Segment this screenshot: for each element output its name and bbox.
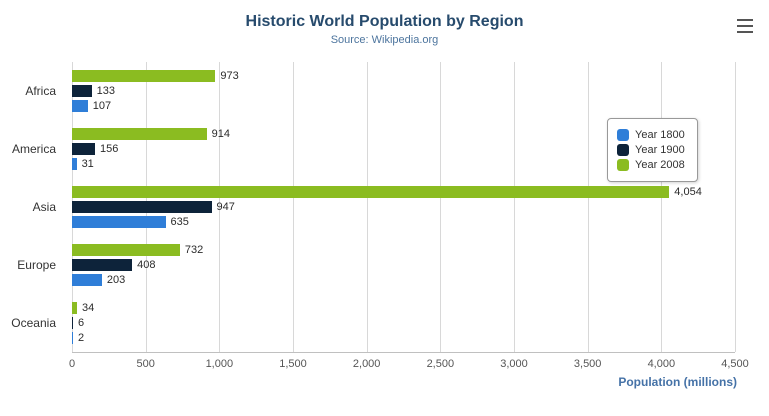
legend-item-year-1900[interactable]: Year 1900 bbox=[617, 144, 685, 156]
legend-label: Year 2008 bbox=[635, 159, 685, 171]
bar-value-label: 34 bbox=[82, 302, 95, 314]
gridline bbox=[293, 62, 294, 352]
x-axis-title: Population (millions) bbox=[618, 375, 737, 389]
legend-marker bbox=[617, 159, 629, 171]
legend-item-year-1800[interactable]: Year 1800 bbox=[617, 129, 685, 141]
legend-marker bbox=[617, 129, 629, 141]
x-tick-label: 4,000 bbox=[647, 358, 676, 370]
bar-year-1900-asia bbox=[72, 201, 212, 213]
x-tick-label: 500 bbox=[136, 358, 155, 370]
category-label: America bbox=[11, 142, 56, 156]
x-tick-label: 2,500 bbox=[426, 358, 455, 370]
bar-year-2008-asia bbox=[72, 186, 670, 198]
x-tick-label: 0 bbox=[68, 358, 76, 370]
bar-year-2008-america bbox=[72, 128, 207, 140]
x-tick-label: 4,500 bbox=[721, 358, 749, 370]
gridline bbox=[587, 62, 589, 352]
gridline bbox=[661, 62, 663, 352]
bar-value-label: 973 bbox=[220, 70, 239, 82]
gridline bbox=[366, 62, 368, 352]
bar-value-label: 408 bbox=[137, 259, 156, 271]
gridline bbox=[514, 62, 515, 352]
bar-value-label: 133 bbox=[96, 85, 115, 97]
chart-title: Historic World Population by Region bbox=[245, 13, 524, 30]
category-label: Asia bbox=[32, 200, 56, 214]
legend-label: Year 1800 bbox=[635, 129, 685, 141]
category-label: Africa bbox=[25, 84, 56, 98]
hamburger-icon bbox=[737, 19, 753, 21]
legend-item-year-2008[interactable]: Year 2008 bbox=[617, 159, 685, 171]
bar-year-1800-europe bbox=[72, 274, 102, 286]
bar-year-1800-oceania bbox=[72, 332, 73, 344]
legend-label: Year 1900 bbox=[635, 144, 685, 156]
bar-value-label: 6 bbox=[78, 317, 85, 329]
hamburger-menu-button[interactable] bbox=[735, 18, 755, 34]
x-tick-label: 1,000 bbox=[205, 358, 234, 370]
bar-year-1900-europe bbox=[72, 259, 133, 271]
category-label: Europe bbox=[17, 258, 56, 272]
bar-year-1800-asia bbox=[72, 216, 166, 228]
gridline bbox=[735, 62, 736, 352]
legend-marker bbox=[617, 144, 629, 156]
bar-year-1900-america bbox=[72, 143, 95, 155]
bar-value-label: 31 bbox=[81, 158, 94, 170]
bar-year-2008-africa bbox=[72, 70, 216, 82]
x-tick-label: 3,500 bbox=[573, 358, 602, 370]
bar-value-label: 947 bbox=[216, 201, 235, 213]
bar-value-label: 107 bbox=[92, 100, 112, 112]
bar-year-2008-oceania bbox=[72, 302, 77, 314]
bar-value-label: 732 bbox=[184, 244, 204, 256]
bar-value-label: 2 bbox=[78, 332, 85, 344]
gridline bbox=[219, 62, 221, 352]
x-tick-label: 3,000 bbox=[500, 358, 528, 370]
chart-subtitle: Source: Wikipedia.org bbox=[330, 34, 439, 46]
x-axis-line bbox=[72, 352, 735, 353]
bar-year-1800-america bbox=[72, 158, 77, 170]
bar-year-2008-europe bbox=[72, 244, 180, 256]
legend: Year 1800 Year 1900 Year 2008 bbox=[607, 118, 698, 182]
bar-value-label: 4,054 bbox=[674, 186, 702, 198]
bar-year-1900-africa bbox=[72, 85, 92, 97]
hamburger-icon bbox=[737, 31, 753, 33]
bar-value-label: 203 bbox=[106, 274, 126, 286]
hamburger-icon bbox=[737, 25, 753, 27]
bar-value-label: 635 bbox=[170, 216, 189, 228]
x-tick-label: 1,500 bbox=[279, 358, 307, 370]
bar-value-label: 914 bbox=[211, 128, 231, 140]
bar-year-1900-oceania bbox=[72, 317, 73, 329]
x-tick-label: 2,000 bbox=[352, 358, 381, 370]
bar-value-label: 156 bbox=[99, 143, 119, 155]
category-label: Oceania bbox=[11, 316, 56, 330]
gridline bbox=[440, 62, 442, 352]
bar-year-1800-africa bbox=[72, 100, 88, 112]
